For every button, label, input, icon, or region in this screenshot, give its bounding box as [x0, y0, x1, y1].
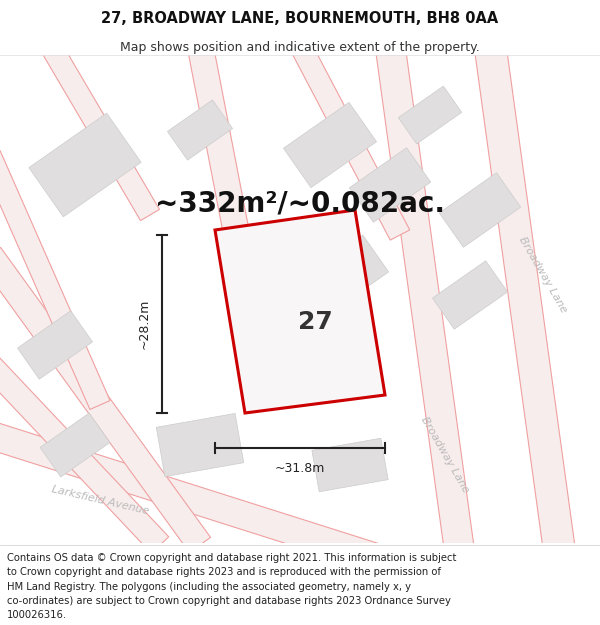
Polygon shape [433, 261, 508, 329]
Polygon shape [474, 43, 576, 557]
Polygon shape [0, 422, 404, 578]
Text: ~31.8m: ~31.8m [275, 461, 325, 474]
Text: HM Land Registry. The polygons (including the associated geometry, namely x, y: HM Land Registry. The polygons (includin… [7, 581, 411, 591]
Text: 27: 27 [298, 310, 332, 334]
Polygon shape [17, 311, 92, 379]
Polygon shape [398, 86, 462, 144]
Text: Broadway Lane: Broadway Lane [419, 415, 471, 495]
Text: 27, BROADWAY LANE, BOURNEMOUTH, BH8 0AA: 27, BROADWAY LANE, BOURNEMOUTH, BH8 0AA [101, 11, 499, 26]
Polygon shape [439, 173, 521, 248]
Polygon shape [301, 235, 389, 315]
Polygon shape [290, 40, 410, 240]
Polygon shape [375, 43, 475, 557]
Text: ~28.2m: ~28.2m [137, 299, 151, 349]
Polygon shape [40, 413, 110, 477]
Polygon shape [283, 102, 377, 188]
Polygon shape [187, 42, 273, 358]
Text: Map shows position and indicative extent of the property.: Map shows position and indicative extent… [120, 41, 480, 54]
Text: to Crown copyright and database rights 2023 and is reproduced with the permissio: to Crown copyright and database rights 2… [7, 568, 441, 578]
Polygon shape [41, 39, 160, 221]
Polygon shape [29, 113, 141, 217]
Text: Larksfield Avenue: Larksfield Avenue [50, 484, 149, 516]
Text: Broadway Lane: Broadway Lane [517, 235, 569, 315]
Polygon shape [0, 248, 211, 552]
Text: 100026316.: 100026316. [7, 610, 67, 620]
Polygon shape [167, 100, 233, 160]
Polygon shape [0, 151, 110, 409]
Polygon shape [156, 413, 244, 477]
Polygon shape [312, 438, 388, 492]
Polygon shape [0, 357, 169, 553]
Text: co-ordinates) are subject to Crown copyright and database rights 2023 Ordnance S: co-ordinates) are subject to Crown copyr… [7, 596, 451, 606]
Text: ~332m²/~0.082ac.: ~332m²/~0.082ac. [155, 189, 445, 217]
Text: Contains OS data © Crown copyright and database right 2021. This information is : Contains OS data © Crown copyright and d… [7, 553, 457, 563]
Polygon shape [215, 210, 385, 413]
Polygon shape [349, 148, 431, 222]
